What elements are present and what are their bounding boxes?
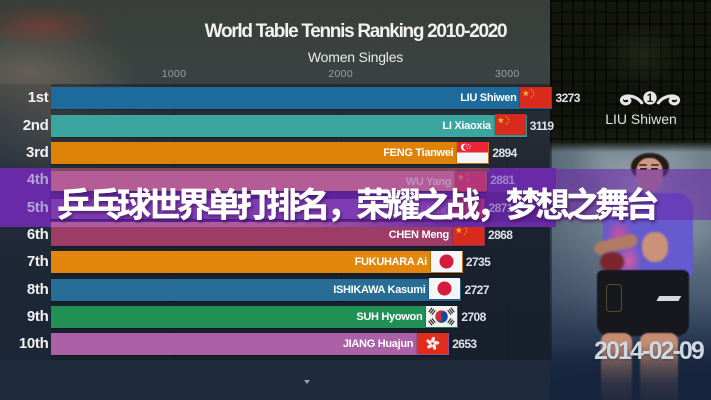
svg-text:1: 1 (647, 93, 654, 105)
